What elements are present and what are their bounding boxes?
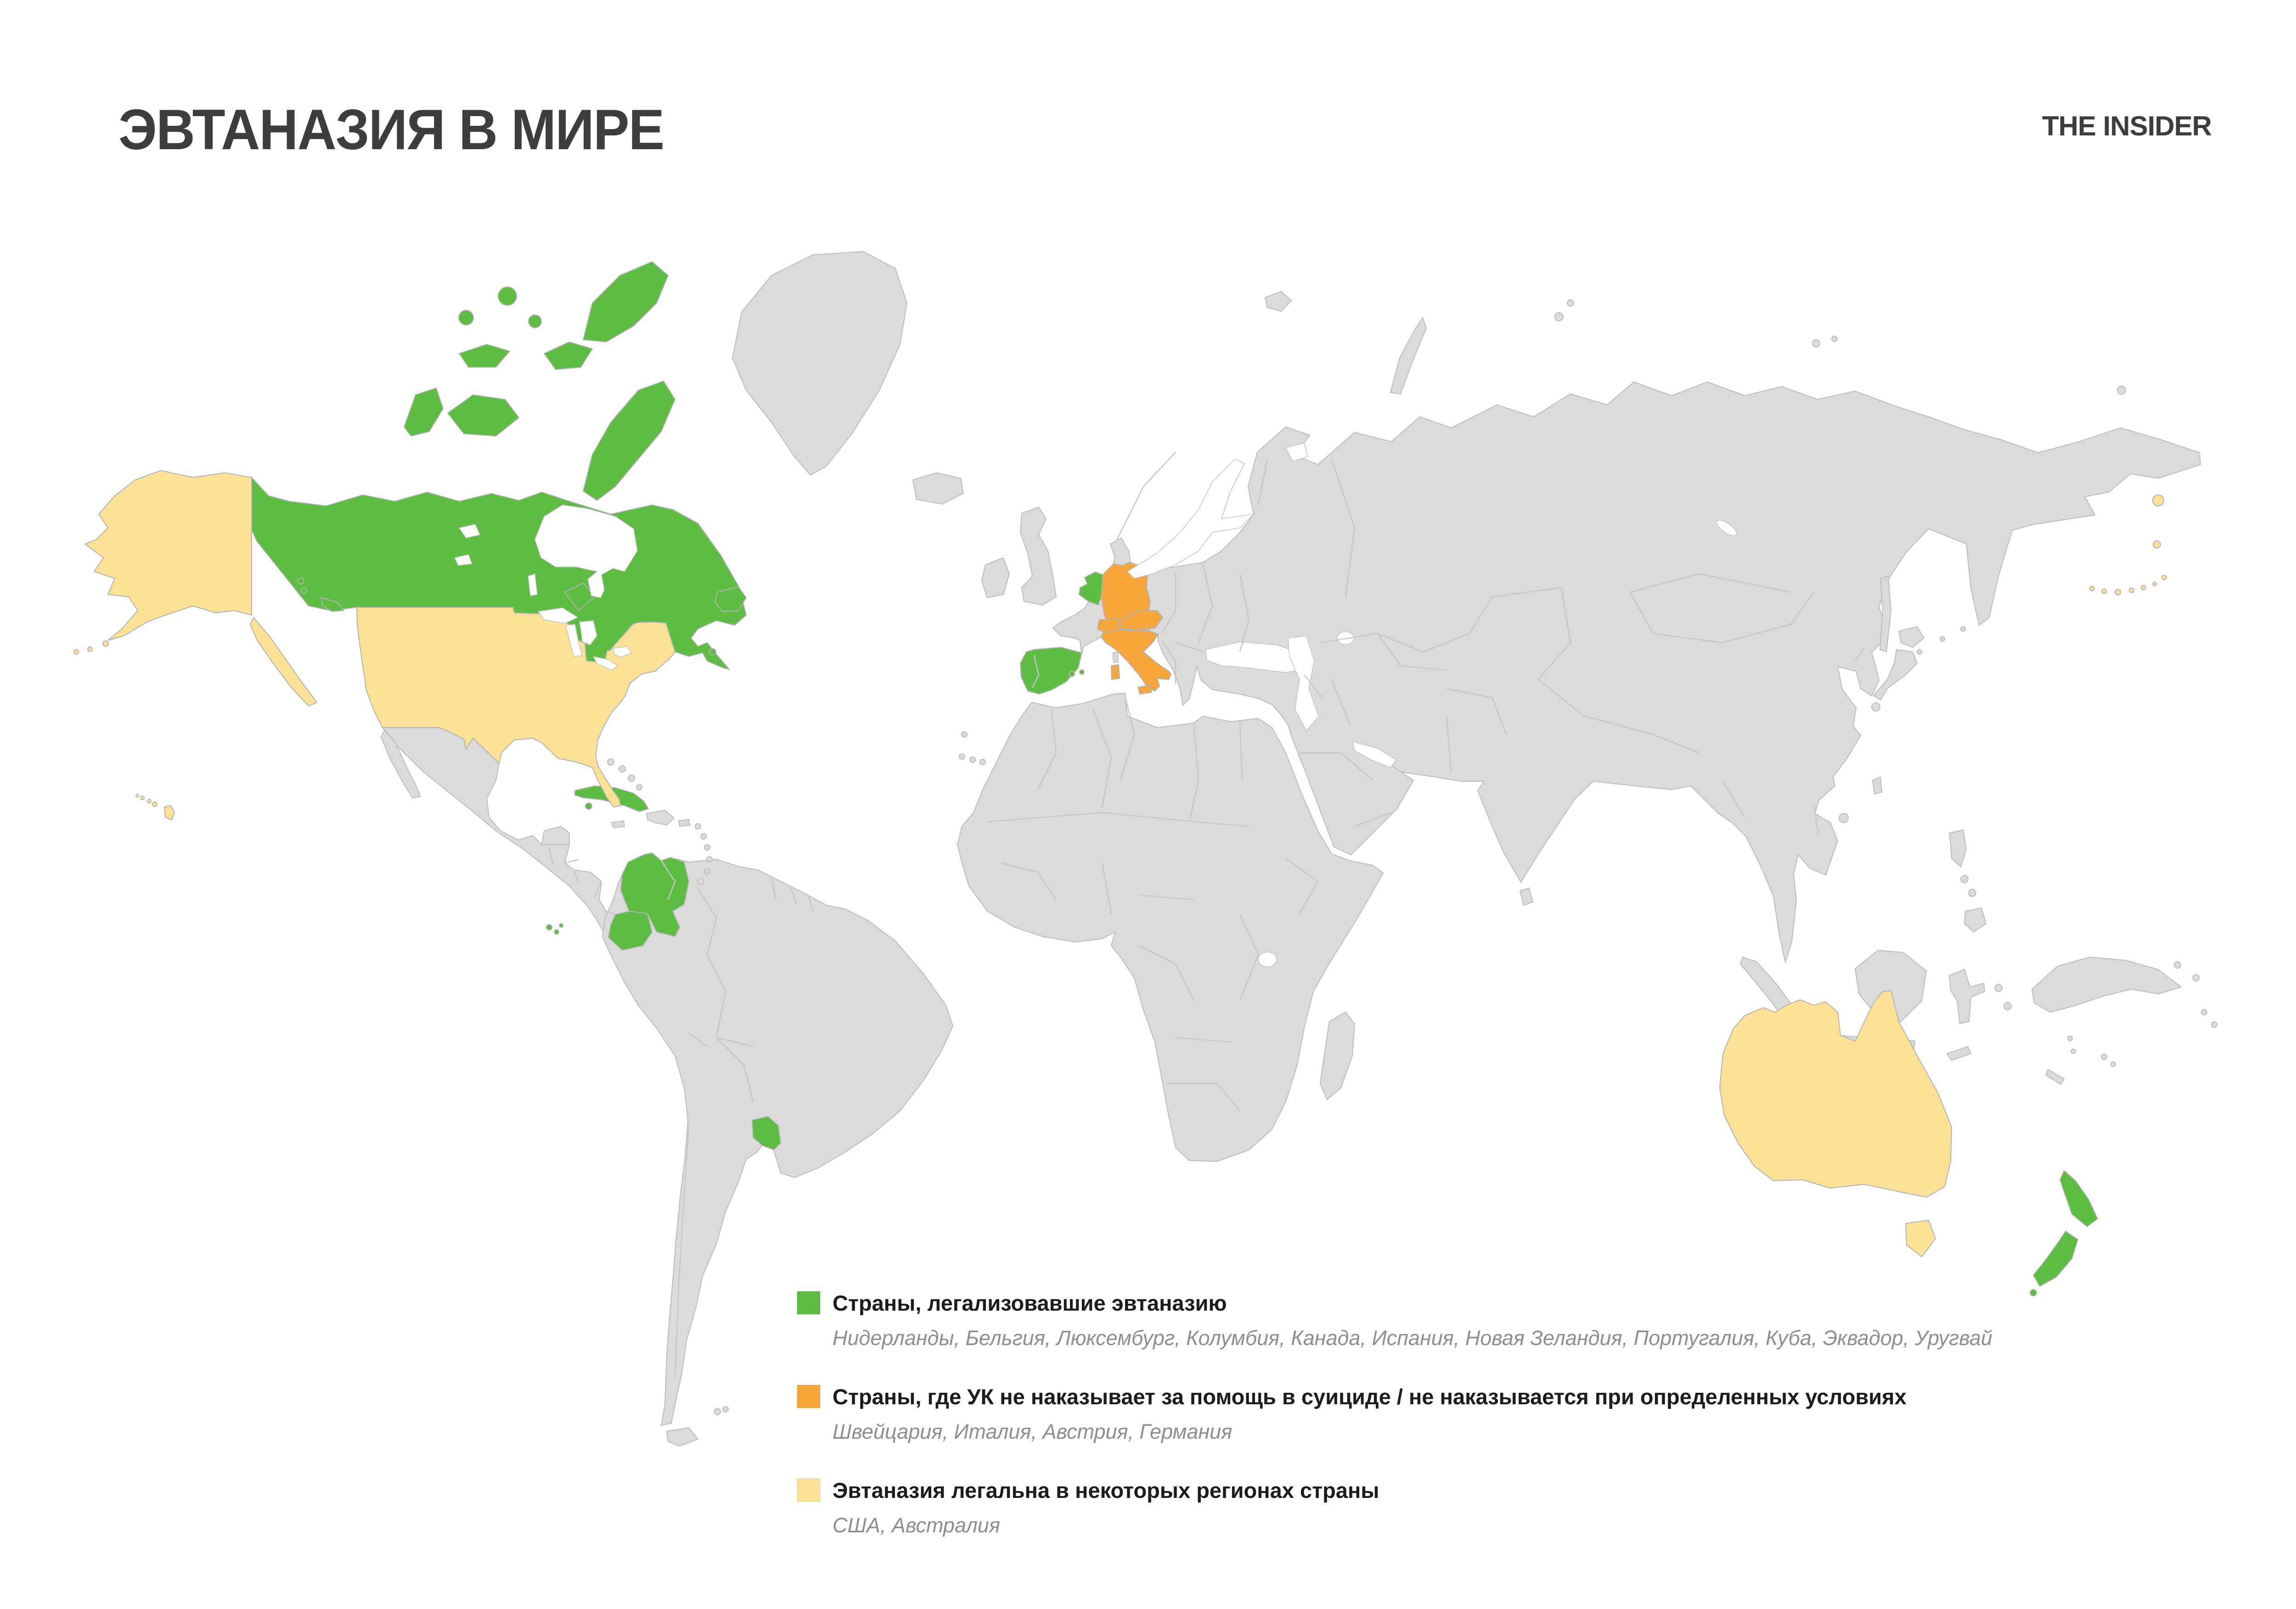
balearic-islands bbox=[1069, 671, 1075, 677]
brand-logo: THE INSIDER bbox=[2042, 111, 2212, 141]
austria bbox=[1120, 610, 1164, 631]
lake-ontario bbox=[613, 646, 632, 658]
great-slave-lake bbox=[454, 554, 473, 566]
baja-california bbox=[380, 729, 421, 799]
great-bear-lake bbox=[458, 524, 481, 538]
country-borders bbox=[542, 452, 1865, 1378]
lake-erie bbox=[592, 656, 619, 671]
lake-baikal bbox=[1716, 520, 1737, 536]
legend-item-legalized: Страны, легализовавшие эвтаназию Нидерла… bbox=[797, 1291, 1992, 1350]
colombia bbox=[620, 852, 690, 937]
iceland bbox=[912, 472, 964, 505]
eurasia bbox=[1019, 381, 2201, 964]
australia bbox=[1719, 990, 1953, 1198]
legend-label-regional: Эвтаназия легальна в некоторых регионах … bbox=[833, 1478, 1379, 1502]
legend-countries-regional: США, Австралия bbox=[833, 1514, 1000, 1537]
taiwan bbox=[1872, 776, 1883, 795]
tasmania bbox=[1905, 1219, 1936, 1258]
lake-winnipeg bbox=[528, 573, 538, 596]
baltic-sea bbox=[1126, 459, 1255, 579]
hawaii bbox=[135, 794, 175, 821]
kuril-islands bbox=[1917, 626, 1966, 655]
aleutian-islands bbox=[73, 494, 2167, 655]
legend-swatch-regional bbox=[797, 1478, 821, 1502]
white-sea bbox=[1285, 443, 1308, 462]
ireland bbox=[981, 557, 1010, 599]
legend-swatch-conditional bbox=[797, 1385, 821, 1408]
japan-kyushu bbox=[1871, 702, 1880, 712]
japan-honshu bbox=[1873, 649, 1918, 701]
lake-huron bbox=[579, 620, 597, 645]
hainan bbox=[1839, 813, 1849, 823]
spain-portugal bbox=[1019, 646, 1082, 695]
water-overlays bbox=[454, 443, 1737, 967]
svalbard bbox=[1264, 291, 1292, 312]
falkland-islands bbox=[714, 1408, 721, 1415]
galapagos bbox=[546, 923, 563, 935]
canada-arctic-islands bbox=[297, 261, 747, 656]
caspian-sea bbox=[1288, 635, 1319, 732]
usa bbox=[356, 607, 676, 808]
legend-countries-legalized: Нидерланды, Бельгия, Люксембург, Колумби… bbox=[833, 1326, 1992, 1350]
lake-michigan bbox=[565, 624, 583, 657]
caribbean-islands bbox=[607, 758, 713, 885]
philippines bbox=[1948, 829, 1987, 933]
legend-label-conditional: Страны, где УК не наказывает за помощь в… bbox=[833, 1385, 1907, 1409]
uruguay bbox=[751, 1116, 782, 1151]
jamaica bbox=[611, 820, 625, 829]
legend-swatch-legalized bbox=[797, 1291, 821, 1315]
corsica bbox=[1112, 651, 1119, 663]
page-title: ЭВТАНАЗИЯ В МИРЕ bbox=[118, 98, 664, 162]
africa bbox=[957, 692, 1384, 1162]
italy bbox=[1100, 629, 1172, 692]
puerto-rico bbox=[678, 819, 691, 827]
mexico-central-america bbox=[382, 727, 643, 949]
novaya-zemlya bbox=[1390, 316, 1427, 395]
benelux bbox=[1078, 571, 1104, 606]
ecuador bbox=[608, 910, 653, 951]
countries-regional-layer bbox=[73, 470, 2167, 1258]
atlantic-islands bbox=[959, 731, 986, 765]
lake-victoria bbox=[1258, 952, 1277, 967]
alaska-panhandle bbox=[249, 617, 318, 707]
legend-item-conditional: Страны, где УК не наказывает за помощь в… bbox=[797, 1385, 1907, 1443]
sakhalin bbox=[1879, 575, 1892, 653]
new-zealand bbox=[2030, 1170, 2099, 1296]
united-kingdom bbox=[1019, 506, 1057, 606]
sicily bbox=[1137, 684, 1153, 695]
madagascar bbox=[1319, 1011, 1356, 1100]
countries-conditional-layer bbox=[1097, 561, 1172, 695]
hispaniola bbox=[646, 809, 675, 826]
tierra-del-fuego bbox=[666, 1427, 699, 1447]
legend-item-regional: Эвтаназия легальна в некоторых регионах … bbox=[797, 1478, 1379, 1537]
legend-label-legalized: Страны, легализовавшие эвтаназию bbox=[833, 1291, 1227, 1315]
alaska bbox=[84, 470, 252, 641]
sri-lanka bbox=[1519, 887, 1534, 906]
new-guinea bbox=[2031, 956, 2183, 1013]
lake-superior bbox=[537, 607, 579, 624]
pacific-islands bbox=[2045, 961, 2217, 1085]
japan-hokkaido bbox=[1898, 626, 1925, 648]
greenland bbox=[732, 251, 908, 476]
legend-countries-conditional: Швейцария, Италия, Австрия, Германия bbox=[833, 1420, 1232, 1443]
sardinia bbox=[1110, 664, 1120, 680]
persian-gulf bbox=[1351, 740, 1397, 768]
hudson-bay bbox=[535, 505, 638, 598]
